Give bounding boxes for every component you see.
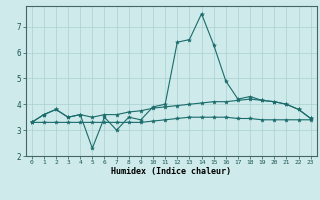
X-axis label: Humidex (Indice chaleur): Humidex (Indice chaleur) <box>111 167 231 176</box>
